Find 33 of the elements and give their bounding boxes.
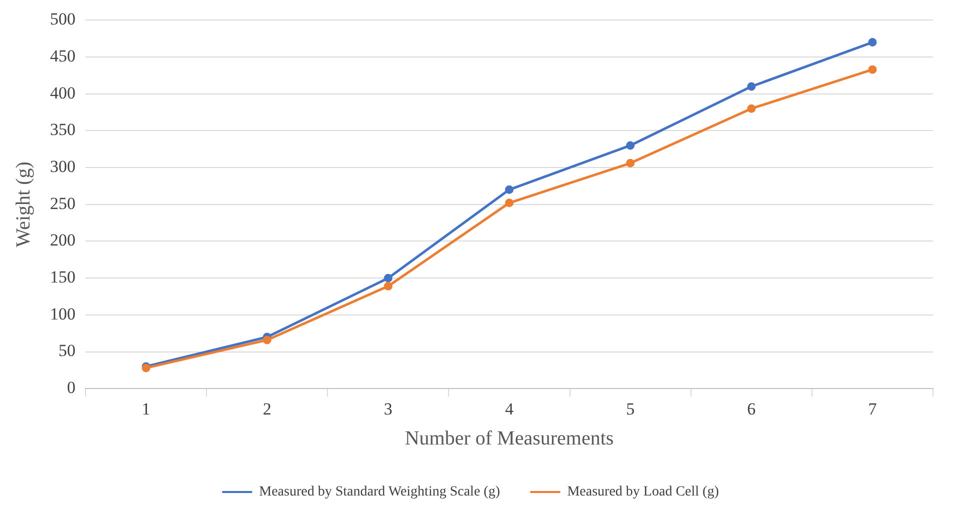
point	[505, 185, 514, 194]
y-tick-label: 0	[67, 378, 76, 398]
x-tick-label: 6	[747, 399, 756, 418]
point	[868, 38, 877, 47]
y-axis-title: Weight (g)	[12, 162, 34, 248]
y-tick-label: 150	[50, 268, 76, 287]
y-tick-label: 250	[50, 194, 76, 213]
point	[384, 282, 392, 290]
x-tick-label: 5	[626, 399, 635, 418]
y-tick-label: 350	[50, 120, 76, 140]
point	[626, 158, 635, 168]
point	[626, 141, 635, 150]
legend-label: Measured by Load Cell (g)	[567, 484, 720, 500]
point	[747, 104, 756, 113]
x-tick-label: 1	[142, 399, 150, 418]
y-tick-label: 200	[50, 230, 76, 250]
y-tick-label: 100	[50, 304, 76, 324]
point	[384, 274, 392, 282]
y-tick-label: 300	[50, 157, 76, 176]
point	[747, 82, 756, 91]
x-axis-title: Number of Measurements	[404, 427, 614, 450]
y-tick-label: 400	[50, 83, 76, 102]
point	[505, 198, 514, 208]
y-tick-label: 50	[58, 341, 76, 360]
x-tick-label: 4	[505, 399, 514, 418]
y-tick-label: 500	[50, 10, 76, 29]
point	[262, 336, 272, 344]
x-tick-label: 2	[262, 399, 272, 418]
y-tick-label: 450	[50, 46, 76, 66]
legend-label: Measured by Standard Weighting Scale (g)	[259, 484, 500, 500]
point	[868, 65, 877, 74]
x-tick-label: 7	[868, 399, 878, 418]
x-tick-label: 3	[384, 399, 392, 418]
